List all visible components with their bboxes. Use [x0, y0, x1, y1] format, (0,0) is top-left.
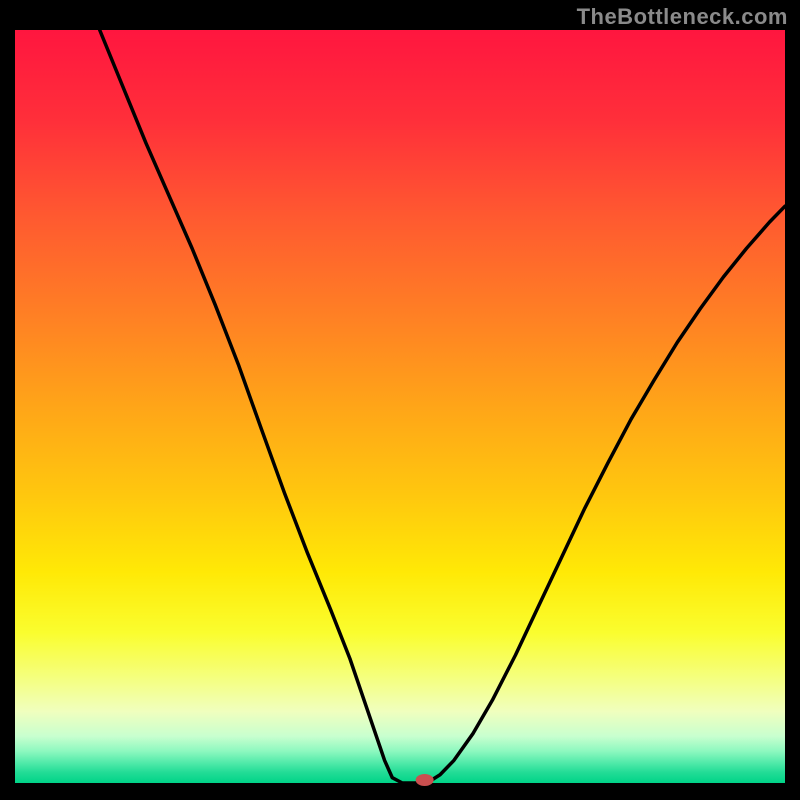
- bottleneck-chart: [0, 0, 800, 800]
- optimal-point-marker: [416, 774, 434, 786]
- chart-background-gradient: [15, 30, 785, 783]
- watermark-text: TheBottleneck.com: [577, 4, 788, 30]
